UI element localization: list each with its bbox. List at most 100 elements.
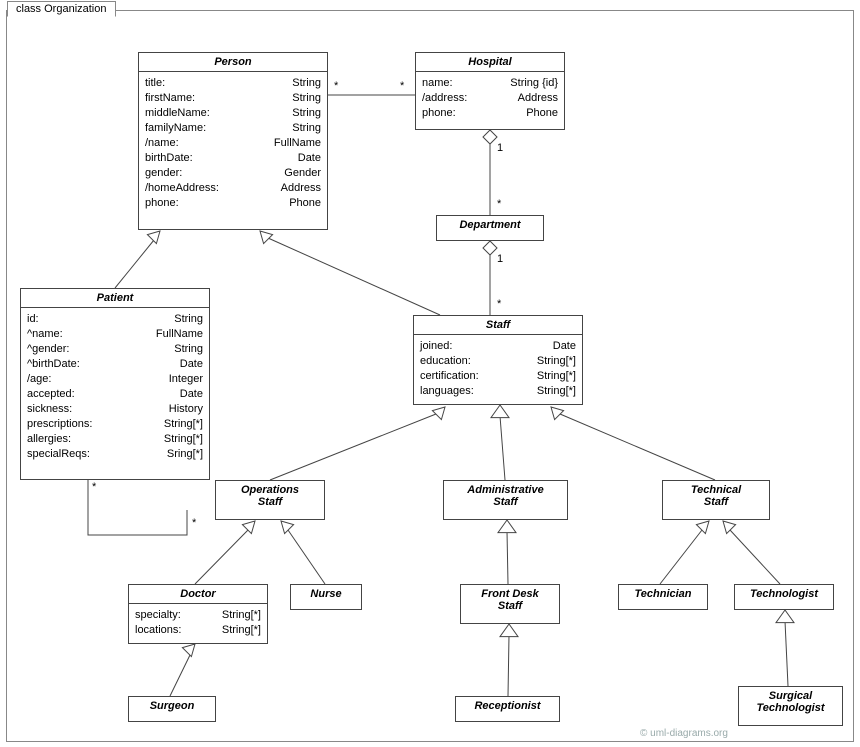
class-title: Department bbox=[437, 216, 543, 234]
attr-name: id: bbox=[27, 312, 39, 327]
attr-name: /name: bbox=[145, 136, 179, 151]
attr-type: FullName bbox=[274, 136, 321, 151]
attr-row: firstName:String bbox=[145, 91, 321, 106]
attr-name: ^gender: bbox=[27, 342, 69, 357]
attr-name: familyName: bbox=[145, 121, 206, 136]
frame-title: class Organization bbox=[7, 1, 116, 17]
attr-row: gender:Gender bbox=[145, 166, 321, 181]
attr-name: locations: bbox=[135, 623, 181, 638]
class-patient: Patient id: String ^name: FullName ^gender: St… bbox=[20, 288, 210, 480]
attr-type: String bbox=[174, 342, 203, 357]
attr-row: id: String bbox=[27, 312, 203, 327]
attr-type: String[*] bbox=[164, 432, 203, 447]
attr-type: String[*] bbox=[537, 369, 576, 384]
diagram-canvas: class Organization Persontitle:Stringfir… bbox=[0, 0, 860, 747]
attr-type: History bbox=[169, 402, 203, 417]
attr-name: ^name: bbox=[27, 327, 63, 342]
class-title: TechnicalStaff bbox=[663, 481, 769, 511]
class-technologist: Technologist bbox=[734, 584, 834, 610]
attr-name: title: bbox=[145, 76, 165, 91]
class-title: Front DeskStaff bbox=[461, 585, 559, 615]
attr-name: ^birthDate: bbox=[27, 357, 80, 372]
attr-name: name: bbox=[422, 76, 453, 91]
class-frontDesk: Front DeskStaff bbox=[460, 584, 560, 624]
mult-person-hospital-r: * bbox=[400, 80, 404, 92]
attr-row: ^birthDate: Date bbox=[27, 357, 203, 372]
class-doctor: Doctorspecialty:String[*]locations:Strin… bbox=[128, 584, 268, 644]
class-title: Technologist bbox=[735, 585, 833, 603]
attr-row: certification: String[*] bbox=[420, 369, 576, 384]
class-title: Hospital bbox=[416, 53, 564, 72]
mult-dept-staff-top: 1 bbox=[497, 253, 503, 265]
attr-row: /name: FullName bbox=[145, 136, 321, 151]
attr-type: String bbox=[292, 91, 321, 106]
attr-name: certification: bbox=[420, 369, 479, 384]
attr-type: String bbox=[174, 312, 203, 327]
attr-name: accepted: bbox=[27, 387, 75, 402]
class-title: Nurse bbox=[291, 585, 361, 603]
attr-row: education: String[*] bbox=[420, 354, 576, 369]
attr-name: sickness: bbox=[27, 402, 72, 417]
class-title: Surgeon bbox=[129, 697, 215, 715]
attr-row: /address: Address bbox=[422, 91, 558, 106]
class-opsStaff: OperationsStaff bbox=[215, 480, 325, 520]
attr-type: Phone bbox=[289, 196, 321, 211]
attr-type: Date bbox=[180, 357, 203, 372]
attr-row: ^name: FullName bbox=[27, 327, 203, 342]
mult-dept-staff-bot: * bbox=[497, 298, 501, 310]
class-title: Receptionist bbox=[456, 697, 559, 715]
attr-row: phone:Phone bbox=[422, 106, 558, 121]
class-hospital: Hospital name: String {id} /address: Address… bbox=[415, 52, 565, 130]
attr-name: education: bbox=[420, 354, 471, 369]
attr-name: middleName: bbox=[145, 106, 210, 121]
attr-type: String bbox=[292, 76, 321, 91]
attr-row: joined:Date bbox=[420, 339, 576, 354]
attr-name: prescriptions: bbox=[27, 417, 92, 432]
attr-row: locations:String[*] bbox=[135, 623, 261, 638]
attr-name: /address: bbox=[422, 91, 467, 106]
mult-person-hospital-l: * bbox=[334, 80, 338, 92]
class-department: Department bbox=[436, 215, 544, 241]
class-attrs: joined:Dateeducation:String[*]certificat… bbox=[414, 335, 582, 403]
attr-name: /age: bbox=[27, 372, 51, 387]
attr-type: String[*] bbox=[537, 384, 576, 399]
attr-type: String[*] bbox=[537, 354, 576, 369]
class-attrs: id:String^name:FullName^gender:String^bi… bbox=[21, 308, 209, 466]
attr-row: /age:Integer bbox=[27, 372, 203, 387]
class-surgTech: SurgicalTechnologist bbox=[738, 686, 843, 726]
attr-type: FullName bbox=[156, 327, 203, 342]
class-title: Staff bbox=[414, 316, 582, 335]
class-nurse: Nurse bbox=[290, 584, 362, 610]
attr-type: String[*] bbox=[222, 608, 261, 623]
class-adminStaff: AdministrativeStaff bbox=[443, 480, 568, 520]
class-techStaff: TechnicalStaff bbox=[662, 480, 770, 520]
attr-type: Date bbox=[180, 387, 203, 402]
class-title: AdministrativeStaff bbox=[444, 481, 567, 511]
attr-row: ^gender: String bbox=[27, 342, 203, 357]
attr-type: String[*] bbox=[164, 417, 203, 432]
attr-row: middleName:String bbox=[145, 106, 321, 121]
class-title: Patient bbox=[21, 289, 209, 308]
attr-type: Address bbox=[518, 91, 558, 106]
attr-type: Date bbox=[298, 151, 321, 166]
attr-row: phone: Phone bbox=[145, 196, 321, 211]
mult-patient-ops-r: * bbox=[192, 517, 196, 529]
attr-name: phone: bbox=[145, 196, 179, 211]
attr-type: String {id} bbox=[510, 76, 558, 91]
class-title: Person bbox=[139, 53, 327, 72]
attr-type: Date bbox=[553, 339, 576, 354]
attr-name: /homeAddress: bbox=[145, 181, 219, 196]
attr-type: Phone bbox=[526, 106, 558, 121]
attr-row: birthDate:Date bbox=[145, 151, 321, 166]
class-attrs: specialty:String[*]locations:String[*] bbox=[129, 604, 267, 642]
attr-row: allergies:String[*] bbox=[27, 432, 203, 447]
class-receptionist: Receptionist bbox=[455, 696, 560, 722]
class-title: Doctor bbox=[129, 585, 267, 604]
mult-patient-ops-l: * bbox=[92, 481, 96, 493]
attr-row: specialty:String[*] bbox=[135, 608, 261, 623]
attr-row: specialReqs:Sring[*] bbox=[27, 447, 203, 462]
attr-row: title: String bbox=[145, 76, 321, 91]
attr-type: Sring[*] bbox=[167, 447, 203, 462]
attr-row: familyName:String bbox=[145, 121, 321, 136]
attr-row: prescriptions: String[*] bbox=[27, 417, 203, 432]
